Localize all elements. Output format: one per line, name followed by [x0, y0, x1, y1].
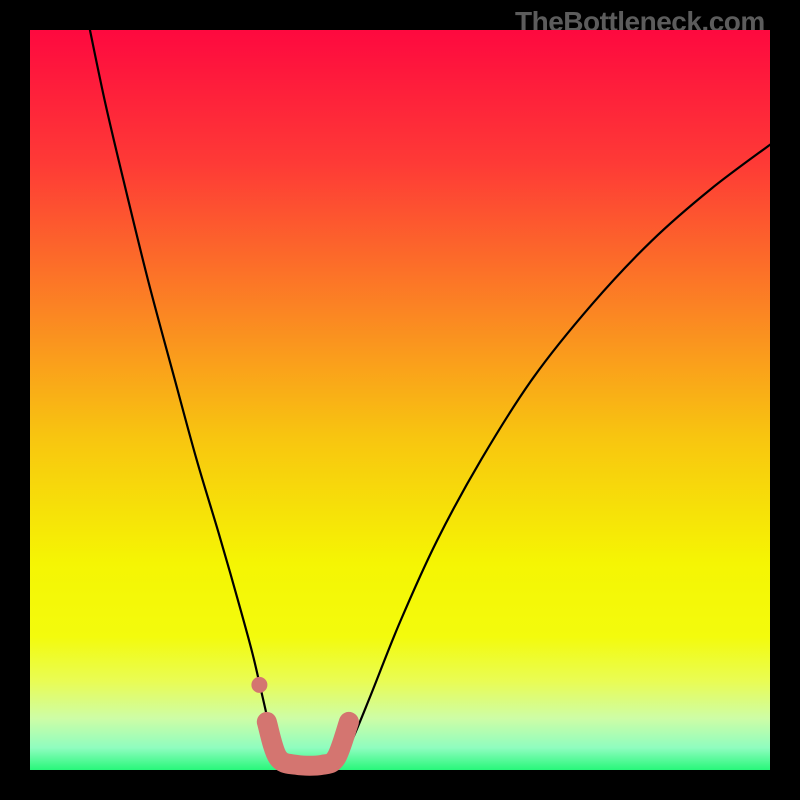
valley-accent-dot: [251, 677, 267, 693]
chart-container: TheBottleneck.com: [0, 0, 800, 800]
chart-svg: [0, 0, 800, 800]
plot-background: [30, 30, 770, 770]
